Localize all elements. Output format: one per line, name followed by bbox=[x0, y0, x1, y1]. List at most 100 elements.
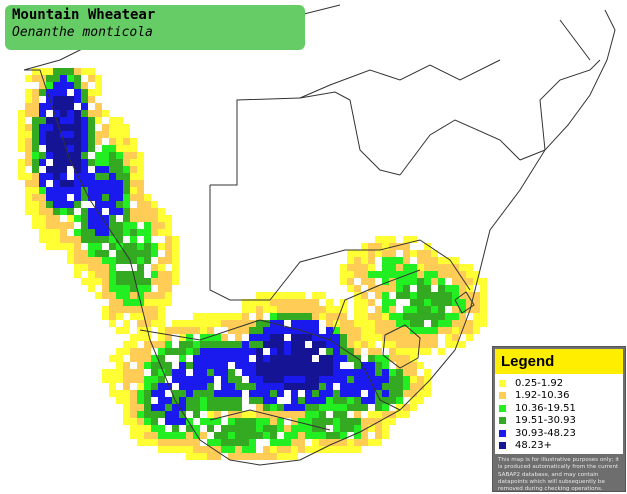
distribution-cell bbox=[200, 397, 207, 404]
distribution-cell bbox=[200, 383, 207, 390]
distribution-cell bbox=[46, 201, 53, 208]
distribution-cell bbox=[270, 418, 277, 425]
distribution-cell bbox=[368, 271, 375, 278]
distribution-cell bbox=[333, 355, 340, 362]
distribution-cell bbox=[25, 124, 32, 131]
distribution-cell bbox=[312, 292, 319, 299]
distribution-cell bbox=[88, 194, 95, 201]
distribution-cell bbox=[417, 383, 424, 390]
distribution-cell bbox=[354, 306, 361, 313]
distribution-cell bbox=[53, 82, 60, 89]
distribution-cell bbox=[116, 117, 123, 124]
distribution-cell bbox=[354, 446, 361, 453]
distribution-cell bbox=[228, 327, 235, 334]
distribution-cell bbox=[60, 166, 67, 173]
distribution-cell bbox=[417, 327, 424, 334]
distribution-cell bbox=[39, 82, 46, 89]
distribution-cell bbox=[312, 306, 319, 313]
distribution-cell bbox=[445, 264, 452, 271]
distribution-cell bbox=[116, 236, 123, 243]
distribution-cell bbox=[39, 201, 46, 208]
distribution-cell bbox=[382, 278, 389, 285]
distribution-cell bbox=[284, 432, 291, 439]
distribution-cell bbox=[417, 397, 424, 404]
distribution-cell bbox=[130, 299, 137, 306]
distribution-cell bbox=[25, 103, 32, 110]
distribution-cell bbox=[193, 383, 200, 390]
distribution-cell bbox=[67, 201, 74, 208]
distribution-cell bbox=[340, 334, 347, 341]
distribution-cell bbox=[480, 299, 487, 306]
distribution-cell bbox=[200, 341, 207, 348]
distribution-cell bbox=[60, 236, 67, 243]
distribution-cell bbox=[277, 341, 284, 348]
distribution-cell bbox=[284, 292, 291, 299]
distribution-cell bbox=[361, 278, 368, 285]
distribution-cell bbox=[347, 327, 354, 334]
distribution-cell bbox=[67, 222, 74, 229]
distribution-cell bbox=[347, 425, 354, 432]
distribution-cell bbox=[144, 292, 151, 299]
distribution-cell bbox=[354, 376, 361, 383]
border-namibia-south bbox=[209, 185, 270, 301]
distribution-cell bbox=[95, 75, 102, 82]
distribution-cell bbox=[368, 334, 375, 341]
distribution-cell bbox=[95, 159, 102, 166]
distribution-cell bbox=[319, 383, 326, 390]
distribution-cell bbox=[46, 166, 53, 173]
distribution-cell bbox=[326, 397, 333, 404]
distribution-cell bbox=[214, 404, 221, 411]
distribution-cell bbox=[32, 131, 39, 138]
distribution-cell bbox=[298, 425, 305, 432]
distribution-cell bbox=[396, 285, 403, 292]
distribution-cell bbox=[179, 362, 186, 369]
distribution-cell bbox=[137, 369, 144, 376]
distribution-cell bbox=[277, 369, 284, 376]
distribution-cell bbox=[200, 432, 207, 439]
distribution-cell bbox=[263, 369, 270, 376]
distribution-cell bbox=[144, 425, 151, 432]
distribution-cell bbox=[459, 313, 466, 320]
distribution-cell bbox=[291, 292, 298, 299]
distribution-cell bbox=[228, 390, 235, 397]
distribution-cell bbox=[312, 404, 319, 411]
distribution-cell bbox=[466, 299, 473, 306]
distribution-cell bbox=[361, 327, 368, 334]
distribution-cell bbox=[67, 236, 74, 243]
distribution-cell bbox=[249, 320, 256, 327]
distribution-cell bbox=[186, 446, 193, 453]
distribution-cell bbox=[431, 278, 438, 285]
distribution-cell bbox=[417, 278, 424, 285]
distribution-cell bbox=[109, 236, 116, 243]
distribution-cell bbox=[291, 404, 298, 411]
distribution-cell bbox=[158, 222, 165, 229]
distribution-cell bbox=[18, 145, 25, 152]
distribution-cell bbox=[109, 369, 116, 376]
distribution-cell bbox=[95, 271, 102, 278]
distribution-cell bbox=[438, 306, 445, 313]
distribution-cell bbox=[67, 75, 74, 82]
distribution-cell bbox=[326, 362, 333, 369]
distribution-cell bbox=[396, 292, 403, 299]
distribution-cell bbox=[32, 152, 39, 159]
distribution-cell bbox=[284, 306, 291, 313]
distribution-cell bbox=[151, 215, 158, 222]
distribution-cell bbox=[375, 243, 382, 250]
distribution-cell bbox=[382, 264, 389, 271]
border-namibia-east bbox=[210, 97, 301, 186]
distribution-cell bbox=[347, 355, 354, 362]
distribution-cell bbox=[403, 383, 410, 390]
distribution-cell bbox=[298, 404, 305, 411]
distribution-cell bbox=[53, 110, 60, 117]
distribution-cell bbox=[88, 285, 95, 292]
distribution-cell bbox=[207, 453, 214, 460]
distribution-cell bbox=[116, 201, 123, 208]
distribution-cell bbox=[403, 348, 410, 355]
distribution-cell bbox=[228, 355, 235, 362]
distribution-cell bbox=[116, 292, 123, 299]
distribution-cell bbox=[123, 348, 130, 355]
distribution-cell bbox=[298, 306, 305, 313]
distribution-cell bbox=[179, 348, 186, 355]
distribution-cell bbox=[144, 222, 151, 229]
distribution-cell bbox=[424, 271, 431, 278]
